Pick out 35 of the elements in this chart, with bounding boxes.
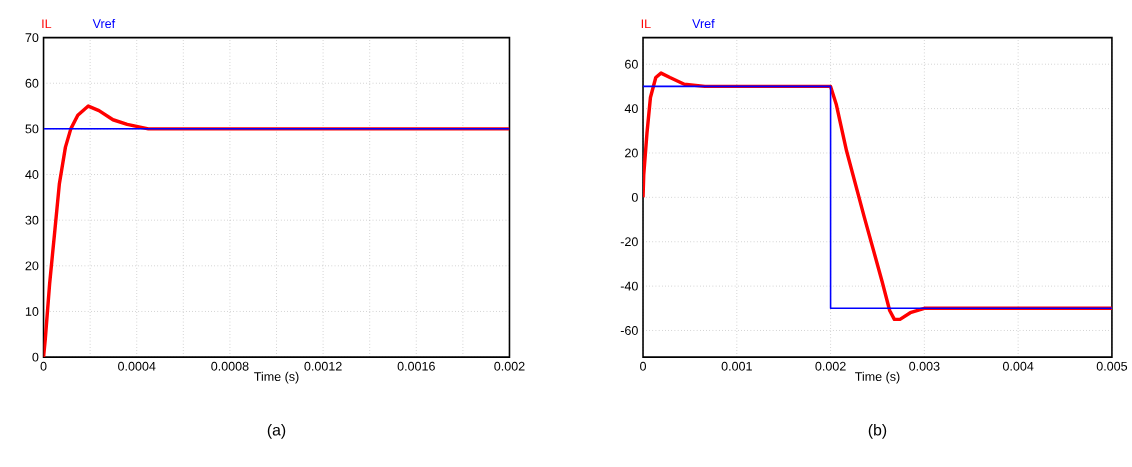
y-tick-label: -60 xyxy=(620,326,638,335)
y-tick-label: 50 xyxy=(25,124,39,134)
text: IL xyxy=(641,19,651,29)
y-tick-label: -40 xyxy=(620,281,638,291)
text: IL xyxy=(42,19,52,29)
y-tick-label: 40 xyxy=(25,170,39,179)
y-tick-label: -20 xyxy=(620,237,638,247)
x-tick-label: 0.002 xyxy=(815,361,846,371)
y-tick-label: 20 xyxy=(25,261,39,271)
y-tick-label: 60 xyxy=(625,59,638,69)
x-tick-label: 0.002 xyxy=(494,361,525,371)
x-tick-label: 0 xyxy=(640,361,647,371)
y-tick-label: 10 xyxy=(25,307,39,316)
x-axis-title: Time (s) xyxy=(855,371,900,384)
y-tick-label: 60 xyxy=(25,78,39,88)
y-tick-label: 40 xyxy=(624,104,638,114)
x-tick-label: 0.0008 xyxy=(211,361,249,371)
y-tick-label: 30 xyxy=(25,215,39,225)
x-tick-label: 0.001 xyxy=(721,361,752,371)
x-tick-label: 0.005 xyxy=(1096,361,1128,371)
x-axis-title: Time (s) xyxy=(254,371,299,384)
text: (a) xyxy=(267,423,286,439)
y-tick-label: 20 xyxy=(625,148,638,158)
x-tick-label: 0.0016 xyxy=(397,361,435,371)
text: Vref xyxy=(692,18,715,29)
x-tick-label: 0.003 xyxy=(909,361,940,371)
y-tick-label: 0 xyxy=(32,352,39,362)
y-tick-label: 70 xyxy=(25,33,39,43)
text: (b) xyxy=(868,423,887,439)
text: Vref xyxy=(92,18,116,29)
y-tick-label: 0 xyxy=(631,192,638,202)
x-tick-label: 0 xyxy=(40,361,47,371)
x-tick-label: 0.0012 xyxy=(304,361,342,371)
x-tick-label: 0.0004 xyxy=(118,361,156,371)
x-tick-label: 0.004 xyxy=(1002,361,1034,371)
